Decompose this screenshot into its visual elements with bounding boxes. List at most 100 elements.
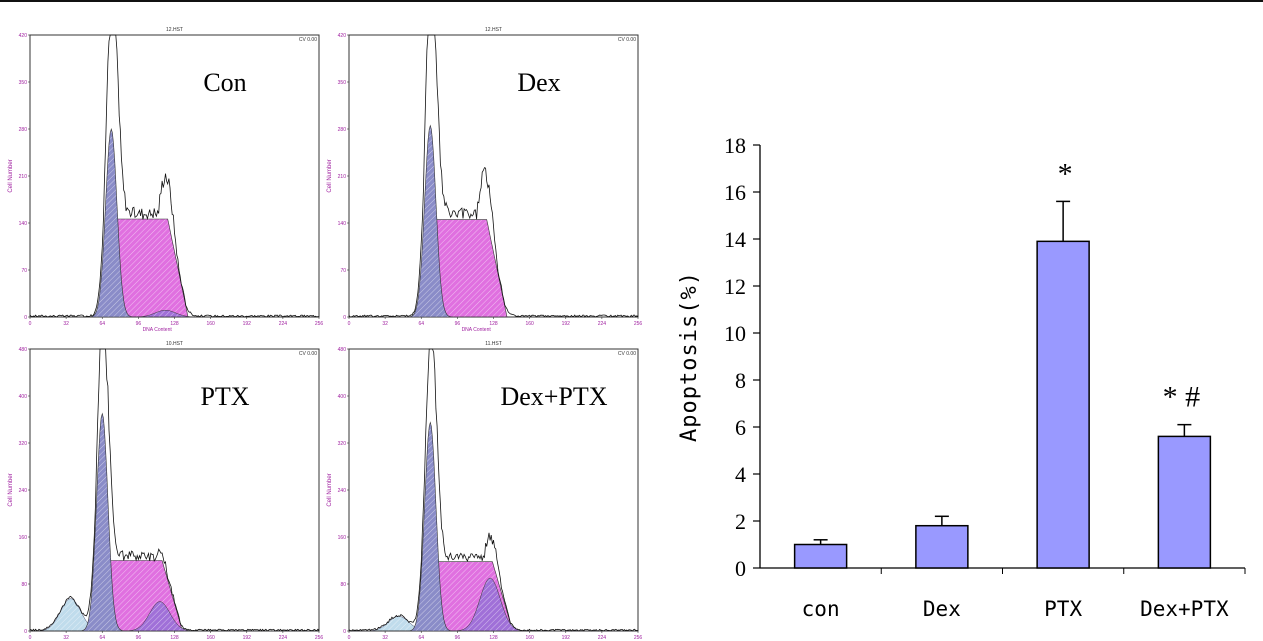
flow-x-tick: 128 xyxy=(170,321,179,327)
flow-y-axis-label: Cell Number xyxy=(8,159,14,192)
flow-y-tick: 140 xyxy=(338,221,347,227)
flow-x-tick: 32 xyxy=(382,635,388,641)
flow-panel-dex: 12.HST CV 0.00 Cell Number 0 70 140 210 280 350 4… xyxy=(327,27,642,333)
flow-panel-label: Con xyxy=(203,68,246,97)
flow-y-tick: 0 xyxy=(24,629,27,635)
flow-cv-label: CV 0.00 xyxy=(299,37,317,43)
flow-x-tick: 128 xyxy=(489,321,498,327)
flow-x-tick: 0 xyxy=(29,321,32,327)
flow-y-tick: 210 xyxy=(338,174,347,180)
flow-y-axis-label: Cell Number xyxy=(327,159,333,192)
flow-raw-histogram xyxy=(29,34,320,318)
flow-y-tick: 140 xyxy=(19,221,28,227)
flow-x-tick: 0 xyxy=(348,635,351,641)
flow-y-axis-label: Cell Number xyxy=(327,473,333,506)
flow-x-tick: 128 xyxy=(489,635,498,641)
flow-x-tick: 64 xyxy=(99,635,105,641)
significance-annotation: * xyxy=(1058,157,1073,190)
flow-x-tick: 256 xyxy=(634,321,643,327)
flow-x-tick: 192 xyxy=(243,635,252,641)
flow-x-tick: 192 xyxy=(243,321,252,327)
x-tick-label: PTX xyxy=(1044,597,1082,621)
y-tick-label: 12 xyxy=(724,274,746,299)
flow-x-tick: 160 xyxy=(206,321,215,327)
flow-y-tick: 80 xyxy=(21,582,27,588)
flow-x-tick: 96 xyxy=(455,635,461,641)
flow-g1-area xyxy=(349,421,638,632)
x-tick-label: Dex+PTX xyxy=(1140,597,1229,621)
y-tick-label: 0 xyxy=(735,556,746,581)
y-tick-label: 18 xyxy=(724,133,746,158)
flow-x-tick: 192 xyxy=(562,635,571,641)
bar-con xyxy=(793,543,848,569)
y-tick-label: 4 xyxy=(735,462,746,487)
flow-y-tick: 480 xyxy=(338,347,347,353)
y-tick-label: 6 xyxy=(735,415,746,440)
apoptosis-bar-chart: 0 2 4 6 8 10 12 14 16 18 Apoptosis(%) con Dex PTX * Dex… xyxy=(677,133,1246,621)
bar-Dex xyxy=(915,524,969,569)
flow-y-tick: 0 xyxy=(343,629,346,635)
significance-annotation: * # xyxy=(1163,381,1201,414)
flow-raw-histogram xyxy=(348,348,639,632)
top-border xyxy=(0,0,1263,2)
flow-x-tick: 256 xyxy=(315,321,324,327)
flow-x-tick: 64 xyxy=(99,321,105,327)
flow-x-tick: 224 xyxy=(279,321,288,327)
flow-x-tick: 128 xyxy=(170,635,179,641)
flow-file-label: 12.HST xyxy=(485,27,502,33)
flow-file-label: 12.HST xyxy=(166,27,183,33)
x-tick-label: con xyxy=(802,597,840,621)
y-tick-label: 2 xyxy=(735,509,746,534)
flow-g1-area xyxy=(349,124,638,318)
flow-y-tick: 350 xyxy=(338,80,347,86)
flow-file-label: 11.HST xyxy=(485,341,502,347)
flow-y-tick: 350 xyxy=(19,80,28,86)
bar-PTX xyxy=(1036,240,1090,569)
flow-y-tick: 420 xyxy=(338,33,347,39)
flow-raw-histogram xyxy=(348,34,639,318)
flow-x-tick: 256 xyxy=(634,635,643,641)
y-tick-label: 10 xyxy=(724,321,746,346)
y-tick-label: 8 xyxy=(735,368,746,393)
flow-x-tick: 224 xyxy=(598,321,607,327)
flow-x-tick: 160 xyxy=(525,635,534,641)
flow-y-tick: 70 xyxy=(21,268,27,274)
flow-y-tick: 70 xyxy=(340,268,346,274)
flow-y-tick: 320 xyxy=(19,441,28,447)
flow-cv-label: CV 0.00 xyxy=(618,351,636,357)
flow-g1-area xyxy=(30,127,319,318)
flow-x-tick: 256 xyxy=(315,635,324,641)
flow-y-tick: 240 xyxy=(19,488,28,494)
flow-y-tick: 400 xyxy=(338,394,347,400)
flow-y-tick: 280 xyxy=(338,127,347,133)
flow-g1-area xyxy=(30,412,319,632)
flow-y-tick: 160 xyxy=(19,535,28,541)
flow-panel-label: PTX xyxy=(200,382,249,411)
flow-cv-label: CV 0.00 xyxy=(299,351,317,357)
flow-y-tick: 240 xyxy=(338,488,347,494)
y-tick-label: 16 xyxy=(724,180,746,205)
flow-x-tick: 64 xyxy=(418,321,424,327)
flow-y-tick: 210 xyxy=(19,174,28,180)
flow-cytometry-panels: 12.HST CV 0.00 Cell Number 0 70 140 210 280 350 4… xyxy=(8,27,642,641)
flow-x-tick: 224 xyxy=(598,635,607,641)
flow-y-tick: 80 xyxy=(340,582,346,588)
flow-x-tick: 160 xyxy=(206,635,215,641)
flow-y-tick: 0 xyxy=(343,315,346,321)
y-axis-label: Apoptosis(%) xyxy=(677,271,702,442)
flow-x-tick: 32 xyxy=(382,321,388,327)
flow-x-tick: 32 xyxy=(63,321,69,327)
flow-file-label: 10.HST xyxy=(166,341,183,347)
flow-y-tick: 480 xyxy=(19,347,28,353)
flow-x-tick: 32 xyxy=(63,635,69,641)
flow-y-tick: 0 xyxy=(24,315,27,321)
flow-x-tick: 64 xyxy=(418,635,424,641)
flow-x-tick: 96 xyxy=(136,635,142,641)
flow-y-axis-label: Cell Number xyxy=(8,473,14,506)
y-tick-label: 14 xyxy=(724,227,746,252)
flow-panel-label: Dex+PTX xyxy=(500,382,607,411)
flow-x-tick: 0 xyxy=(348,321,351,327)
flow-x-tick: 192 xyxy=(562,321,571,327)
